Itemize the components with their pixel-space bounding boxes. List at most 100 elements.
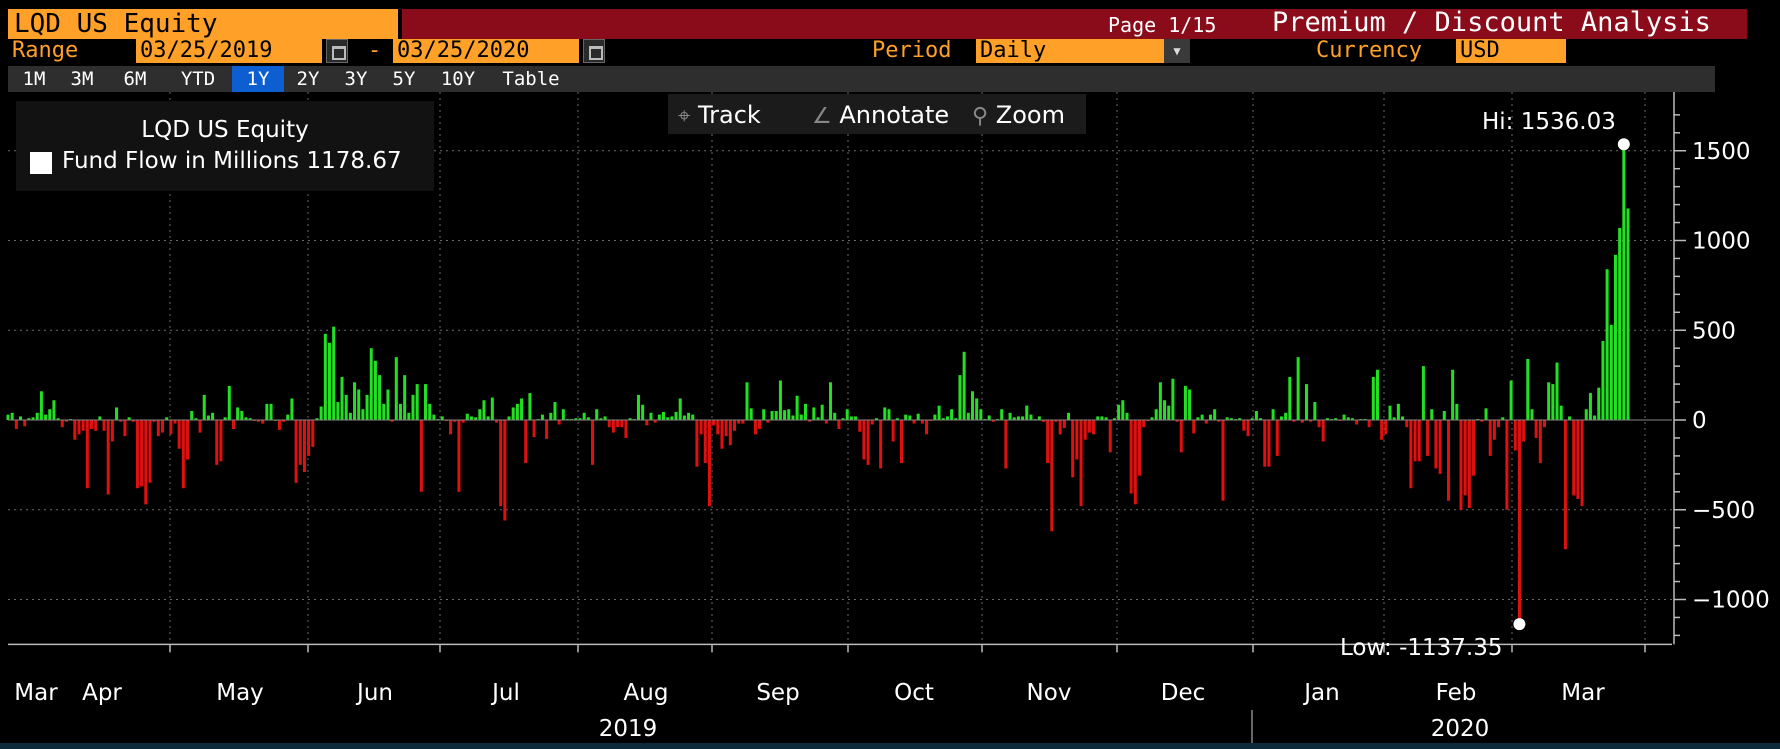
data-bar[interactable] [595, 409, 599, 420]
data-bar[interactable] [532, 420, 536, 438]
data-bar[interactable] [1100, 416, 1104, 420]
data-bar[interactable] [549, 412, 553, 420]
data-bar[interactable] [31, 417, 35, 420]
data-bar[interactable] [1605, 269, 1609, 420]
data-bar[interactable] [945, 416, 949, 420]
data-bar[interactable] [1576, 420, 1580, 499]
data-bar[interactable] [833, 412, 837, 420]
data-bar[interactable] [975, 398, 979, 420]
data-bar[interactable] [1025, 405, 1029, 420]
data-bar[interactable] [970, 391, 974, 420]
data-bar[interactable] [27, 418, 31, 420]
data-bar[interactable] [261, 420, 265, 424]
range-button-3y[interactable]: 3Y [344, 68, 368, 90]
range-button-2y[interactable]: 2Y [296, 68, 320, 90]
data-bar[interactable] [778, 380, 782, 420]
data-bar[interactable] [1446, 420, 1450, 501]
data-bar[interactable] [687, 412, 691, 420]
data-bar[interactable] [1467, 420, 1471, 508]
data-bar[interactable] [1288, 376, 1292, 420]
data-bar[interactable] [891, 420, 895, 442]
data-bar[interactable] [845, 409, 849, 420]
data-bar[interactable] [353, 382, 357, 421]
data-bar[interactable] [110, 420, 114, 442]
data-bar[interactable] [424, 384, 428, 420]
data-bar[interactable] [1204, 420, 1208, 424]
data-bar[interactable] [56, 418, 60, 420]
data-bar[interactable] [1279, 416, 1283, 420]
data-bar[interactable] [490, 397, 494, 420]
data-bar[interactable] [895, 418, 899, 420]
data-bar[interactable] [1555, 362, 1559, 420]
data-bar[interactable] [808, 420, 812, 422]
data-bar[interactable] [1601, 341, 1605, 420]
range-button-3m[interactable]: 3M [70, 68, 94, 90]
data-bar[interactable] [223, 417, 227, 420]
security-ticker-field[interactable]: LQD US Equity [8, 9, 398, 39]
data-bar[interactable] [1517, 420, 1521, 625]
data-bar[interactable] [691, 414, 695, 420]
data-bar[interactable] [653, 420, 657, 423]
data-bar[interactable] [1054, 420, 1058, 422]
data-bar[interactable] [1112, 418, 1116, 420]
data-bar[interactable] [382, 403, 386, 421]
data-bar[interactable] [1313, 402, 1317, 420]
data-bar[interactable] [1296, 357, 1300, 420]
data-bar[interactable] [662, 411, 666, 420]
data-bar[interactable] [1430, 409, 1434, 420]
data-bar[interactable] [812, 407, 816, 420]
data-bar[interactable] [1538, 420, 1542, 464]
data-bar[interactable] [1488, 420, 1492, 456]
data-bar[interactable] [1505, 420, 1509, 510]
calendar-icon[interactable] [583, 39, 605, 63]
data-bar[interactable] [657, 414, 661, 420]
data-bar[interactable] [599, 418, 603, 420]
data-bar[interactable] [1509, 380, 1513, 420]
data-bar[interactable] [1129, 420, 1133, 494]
data-bar[interactable] [1242, 420, 1246, 431]
data-bar[interactable] [520, 398, 524, 420]
data-bar[interactable] [1317, 420, 1321, 428]
data-bar[interactable] [1238, 418, 1242, 420]
data-bar[interactable] [962, 351, 966, 420]
data-bar[interactable] [666, 417, 670, 420]
data-bar[interactable] [419, 420, 423, 492]
data-bar[interactable] [1267, 420, 1271, 467]
data-bar[interactable] [1438, 420, 1442, 474]
end-date-field[interactable]: 03/25/2020 [393, 39, 579, 63]
data-bar[interactable] [766, 420, 770, 423]
data-bar[interactable] [85, 420, 89, 489]
data-bar[interactable] [624, 420, 628, 438]
data-bar[interactable] [332, 326, 336, 420]
data-bar[interactable] [1175, 420, 1179, 422]
data-bar[interactable] [119, 420, 123, 422]
data-bar[interactable] [319, 406, 323, 420]
data-bar[interactable] [19, 416, 23, 420]
data-bar[interactable] [1071, 420, 1075, 478]
data-bar[interactable] [1401, 416, 1405, 420]
data-bar[interactable] [783, 410, 787, 420]
data-bar[interactable] [1350, 418, 1354, 420]
data-bar[interactable] [1008, 412, 1012, 420]
data-bar[interactable] [148, 420, 152, 483]
data-bar[interactable] [403, 375, 407, 421]
data-bar[interactable] [553, 402, 557, 420]
data-bar[interactable] [1559, 405, 1563, 420]
data-bar[interactable] [1622, 144, 1626, 420]
data-bar[interactable] [48, 409, 52, 420]
data-bar[interactable] [950, 409, 954, 420]
data-bar[interactable] [762, 409, 766, 420]
data-bar[interactable] [1442, 411, 1446, 420]
data-bar[interactable] [215, 420, 219, 465]
data-bar[interactable] [115, 407, 119, 420]
data-bar[interactable] [820, 404, 824, 420]
data-bar[interactable] [641, 404, 645, 420]
data-bar[interactable] [787, 409, 791, 420]
data-bar[interactable] [211, 412, 215, 420]
data-bar[interactable] [286, 414, 290, 420]
data-bar[interactable] [369, 348, 373, 420]
data-bar[interactable] [206, 415, 210, 420]
data-bar[interactable] [1451, 369, 1455, 420]
data-bar[interactable] [699, 420, 703, 435]
data-bar[interactable] [524, 420, 528, 464]
